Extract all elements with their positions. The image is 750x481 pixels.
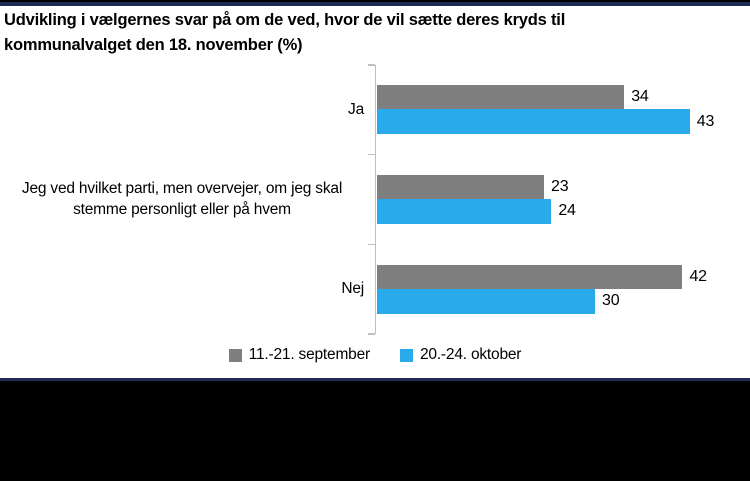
legend-item: 11.-21. september <box>228 346 370 364</box>
category-label: Jeg ved hvilket parti, men overvejer, om… <box>21 179 343 219</box>
axis-tick <box>367 333 375 335</box>
footer-bar <box>0 381 750 481</box>
bar-value-label: 34 <box>631 88 649 106</box>
legend-swatch-icon <box>228 348 242 362</box>
category-row: Ja 34 43 <box>0 65 750 155</box>
legend-item: 20.-24. oktober <box>399 346 522 364</box>
bottom-border <box>0 377 750 381</box>
category-row: Jeg ved hvilket parti, men overvejer, om… <box>0 155 750 245</box>
axis-tick <box>367 243 375 246</box>
axis-tick <box>367 64 375 66</box>
legend-label: 11.-21. september <box>248 346 370 363</box>
chart-title: Udvikling i vælgernes svar på om de ved,… <box>4 11 566 54</box>
top-border <box>0 2 750 6</box>
category-label: Ja <box>348 101 364 119</box>
bar-value-label: 43 <box>696 112 715 130</box>
bar: 24 <box>376 198 576 224</box>
bar: 42 <box>376 264 707 289</box>
top-black-strip <box>0 0 750 2</box>
bar-value-label: 30 <box>602 292 620 310</box>
category-label: Nej <box>341 280 364 298</box>
axis-tick <box>367 153 375 156</box>
legend-label: 20.-24. oktober <box>419 346 522 363</box>
bar-value-label: 24 <box>558 202 576 220</box>
y-axis-line <box>374 65 376 334</box>
bar-value-label: 42 <box>689 267 707 285</box>
bar: 34 <box>376 85 649 110</box>
bar: 23 <box>376 174 569 199</box>
category-row: Nej 42 30 <box>0 244 750 334</box>
bar: 30 <box>376 288 620 314</box>
legend-swatch-icon <box>399 348 413 362</box>
bar: 43 <box>376 109 714 135</box>
bar-chart: Ja 34 43 Jeg ved hvilket parti, men overvej… <box>0 64 750 335</box>
legend: 11.-21. september 20.-24. oktober <box>0 343 750 367</box>
bar-value-label: 23 <box>551 177 569 195</box>
